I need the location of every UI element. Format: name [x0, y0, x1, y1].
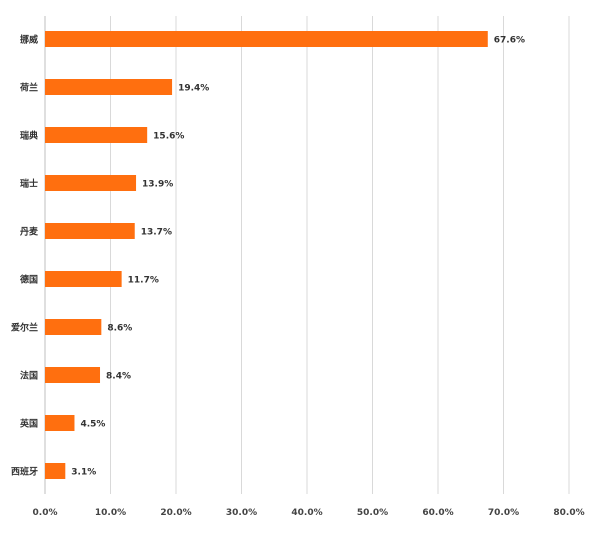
bars	[45, 31, 488, 479]
bar	[45, 223, 135, 239]
x-tick-label: 70.0%	[488, 508, 519, 518]
data-label: 8.6%	[107, 324, 132, 334]
data-label: 15.6%	[153, 132, 184, 142]
category-label: 英国	[19, 418, 38, 430]
data-label: 11.7%	[128, 276, 159, 286]
bar	[45, 463, 66, 479]
category-label: 爱尔兰	[11, 322, 38, 334]
data-label: 67.6%	[494, 36, 525, 46]
bar	[45, 127, 148, 143]
data-label: 3.1%	[71, 468, 96, 478]
x-tick-label: 20.0%	[160, 508, 191, 518]
category-label: 挪威	[20, 34, 38, 46]
data-label: 19.4%	[178, 84, 209, 94]
data-label: 13.7%	[141, 228, 172, 238]
gridlines	[44, 16, 570, 494]
category-label: 荷兰	[19, 82, 38, 94]
x-tick-label: 30.0%	[226, 508, 257, 518]
category-label: 法国	[20, 370, 38, 382]
category-label: 德国	[20, 274, 38, 286]
x-tick-label: 60.0%	[422, 508, 453, 518]
bar	[45, 319, 102, 335]
bar	[45, 175, 137, 191]
x-tick-label: 40.0%	[291, 508, 322, 518]
data-label: 8.4%	[106, 372, 131, 382]
category-label: 西班牙	[11, 466, 38, 478]
bar	[45, 271, 122, 287]
category-label: 瑞典	[20, 130, 38, 142]
bar	[45, 31, 488, 47]
category-label: 瑞士	[20, 178, 38, 190]
x-tick-label: 10.0%	[95, 508, 126, 518]
x-tick-label: 50.0%	[357, 508, 388, 518]
bar	[45, 79, 173, 95]
bar	[45, 367, 101, 383]
x-tick-label: 80.0%	[553, 508, 584, 518]
data-label: 13.9%	[142, 180, 173, 190]
labels: 0.0% 10.0% 20.0% 30.0% 40.0% 50.0% 60.0% 70.0% 8…	[11, 34, 585, 519]
data-label: 4.5%	[80, 420, 105, 430]
category-label: 丹麦	[20, 226, 39, 238]
x-tick-label: 0.0%	[33, 508, 58, 518]
bar	[45, 415, 75, 431]
